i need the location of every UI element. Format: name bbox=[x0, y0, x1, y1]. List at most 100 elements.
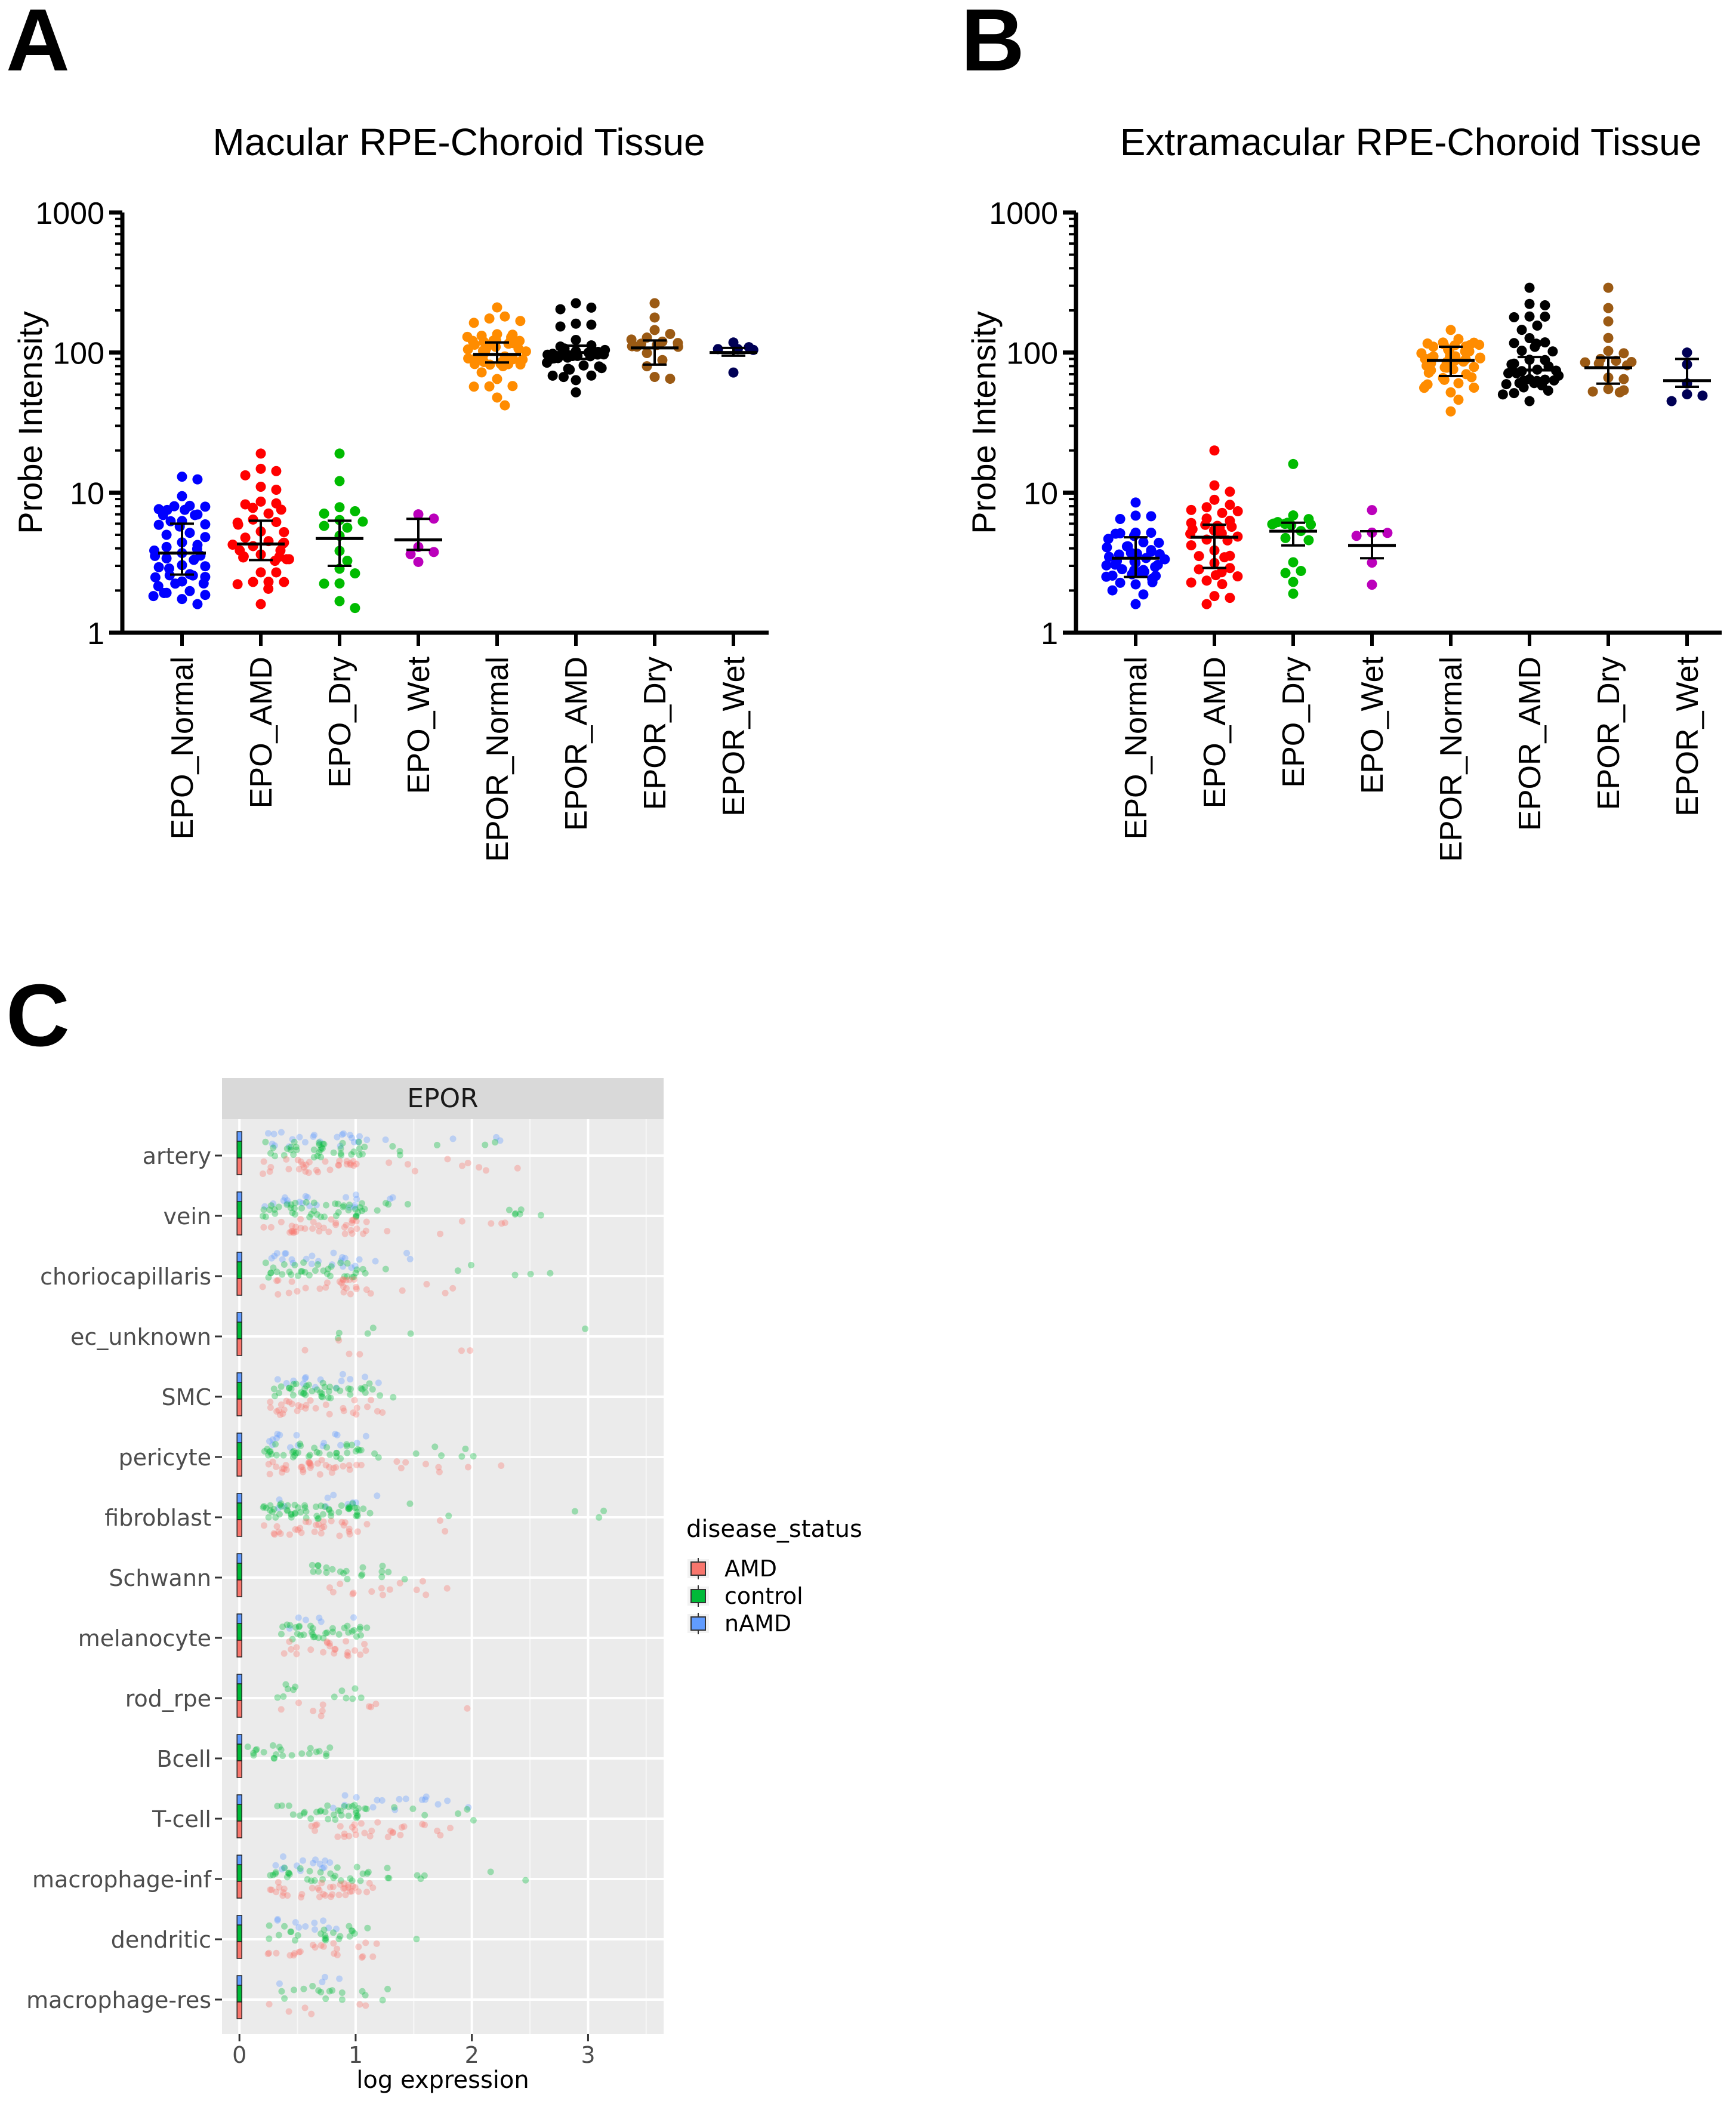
cell-point-amd bbox=[368, 1588, 375, 1595]
cell-point-amd bbox=[318, 1880, 325, 1887]
data-point-epor_amd bbox=[1524, 311, 1535, 322]
cell-point-amd bbox=[362, 2002, 369, 2009]
cell-point-control bbox=[316, 1149, 323, 1156]
cell-point-amd bbox=[273, 1949, 280, 1957]
x-tick-label: 1 bbox=[349, 2042, 363, 2068]
cell-point-namd bbox=[282, 1250, 289, 1257]
cell-point-control bbox=[386, 1874, 393, 1881]
cell-point-control bbox=[371, 1450, 378, 1457]
cell-point-control bbox=[319, 1876, 326, 1883]
cell-point-control bbox=[343, 1443, 350, 1450]
cell-point-amd bbox=[329, 1891, 336, 1898]
data-point-epor_amd bbox=[1540, 311, 1550, 322]
y-tick-label: 1 bbox=[87, 617, 104, 651]
data-point-epor_dry bbox=[1593, 358, 1604, 369]
data-point-epo_normal bbox=[189, 555, 199, 565]
cell-point-namd bbox=[312, 1856, 319, 1863]
cell-point-namd bbox=[339, 1370, 346, 1378]
cell-point-amd bbox=[501, 1219, 508, 1227]
data-point-epo_amd bbox=[1201, 575, 1212, 586]
cell-point-amd bbox=[411, 1168, 418, 1175]
data-point-epor_amd bbox=[571, 387, 581, 398]
data-point-epor_normal bbox=[499, 400, 510, 411]
data-point-epo_normal bbox=[1101, 571, 1112, 582]
data-point-epor_amd bbox=[1532, 321, 1543, 331]
cell-point-control bbox=[270, 1871, 277, 1878]
cell-point-amd bbox=[328, 1216, 335, 1223]
zero-box-amd bbox=[236, 1700, 242, 1718]
cell-point-control bbox=[262, 1259, 269, 1267]
cell-point-control bbox=[363, 1806, 370, 1813]
data-point-epo_wet bbox=[1351, 531, 1362, 541]
cell-type-label: macrophage-inf bbox=[32, 1866, 212, 1893]
cell-point-namd bbox=[286, 1143, 293, 1150]
cell-point-amd bbox=[320, 1890, 327, 1897]
cell-point-control bbox=[329, 1929, 337, 1936]
cell-point-control bbox=[283, 1201, 291, 1208]
zero-box-control bbox=[236, 1743, 242, 1761]
cell-point-control bbox=[292, 1449, 300, 1456]
data-point-epo_normal bbox=[1115, 577, 1126, 588]
cell-point-amd bbox=[340, 1885, 347, 1892]
cell-point-amd bbox=[275, 1290, 282, 1298]
data-point-epor_dry bbox=[649, 325, 660, 335]
data-point-epor_wet bbox=[1666, 396, 1677, 406]
cell-point-control bbox=[276, 1511, 283, 1518]
cell-point-control bbox=[359, 1265, 366, 1273]
cell-point-control bbox=[301, 1502, 309, 1509]
zero-box-control bbox=[236, 1322, 242, 1339]
data-point-epo_normal bbox=[1117, 564, 1127, 575]
data-point-epor_amd bbox=[1540, 337, 1550, 348]
cell-point-control bbox=[332, 1200, 339, 1207]
cell-point-control bbox=[272, 1393, 279, 1400]
cell-point-namd bbox=[341, 1801, 349, 1809]
cell-point-amd bbox=[324, 1640, 331, 1647]
cell-point-control bbox=[270, 1505, 277, 1513]
cell-point-control bbox=[288, 1514, 295, 1521]
cell-point-namd bbox=[278, 1866, 285, 1873]
cell-point-control bbox=[314, 1562, 322, 1569]
cell-point-control bbox=[335, 1509, 343, 1516]
cell-point-control bbox=[308, 1628, 315, 1635]
cell-point-control bbox=[362, 1270, 369, 1277]
category-label: EPO_Normal bbox=[1119, 657, 1154, 839]
cell-point-amd bbox=[320, 1224, 327, 1231]
cell-point-namd bbox=[273, 1434, 280, 1441]
cell-point-amd bbox=[334, 1833, 341, 1840]
cell-point-control bbox=[344, 1575, 351, 1582]
cell-point-control bbox=[289, 1453, 297, 1461]
cell-point-amd bbox=[442, 1527, 449, 1535]
cell-point-amd bbox=[482, 1167, 489, 1174]
cell-point-control bbox=[505, 1206, 513, 1213]
cell-point-control bbox=[349, 1274, 356, 1281]
cell-point-amd bbox=[295, 1401, 302, 1409]
cell-point-amd bbox=[337, 1581, 344, 1588]
data-point-epo_dry bbox=[334, 578, 345, 589]
cell-point-control bbox=[293, 1146, 300, 1153]
cell-point-control bbox=[396, 1148, 403, 1155]
cell-point-amd bbox=[384, 1228, 391, 1235]
cell-point-amd bbox=[389, 1829, 396, 1836]
cell-point-control bbox=[353, 1809, 360, 1816]
cell-point-amd bbox=[302, 1404, 309, 1412]
data-point-epor_amd bbox=[586, 302, 597, 313]
cell-point-amd bbox=[301, 1225, 309, 1232]
data-point-epor_dry bbox=[1587, 386, 1598, 397]
cell-point-namd bbox=[330, 1249, 337, 1256]
data-point-epo_dry bbox=[350, 603, 360, 614]
category-label: EPO_Wet bbox=[1355, 656, 1390, 794]
data-point-epor_amd bbox=[1549, 375, 1559, 386]
data-point-epo_normal bbox=[1138, 589, 1149, 600]
cell-point-control bbox=[291, 1261, 298, 1268]
cell-point-control bbox=[304, 1876, 311, 1883]
cell-point-control bbox=[319, 1141, 326, 1148]
cell-point-namd bbox=[286, 1625, 293, 1632]
cell-point-control bbox=[352, 1447, 359, 1455]
data-point-epo_normal bbox=[190, 510, 201, 520]
cell-point-amd bbox=[267, 1224, 275, 1231]
cell-point-namd bbox=[310, 1859, 317, 1866]
cell-point-amd bbox=[465, 1464, 472, 1471]
data-point-epo_normal bbox=[158, 510, 168, 520]
cell-point-control bbox=[326, 1744, 334, 1751]
